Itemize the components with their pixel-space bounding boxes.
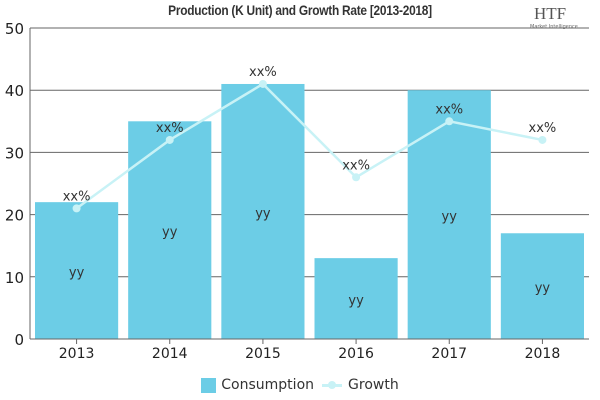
growth-data-label: xx% (435, 102, 463, 117)
bar-2016 (314, 258, 398, 339)
htf-logo: HTF Market Intelligence (530, 2, 590, 32)
legend-label-consumption: Consumption (221, 377, 315, 393)
bar-data-label: yy (442, 210, 458, 225)
bar-2017 (407, 90, 491, 339)
growth-data-label: xx% (529, 121, 557, 136)
growth-data-label: xx% (156, 121, 184, 136)
legend: Consumption Growth (0, 377, 600, 393)
bar-data-label: yy (69, 266, 85, 281)
plot-area: 0 10 20 30 40 50 yy 2013 yy 2014 yy 2015 yy 2016 yy 201… (5, 20, 589, 362)
bar-2013 (35, 202, 119, 339)
growth-point-2013 (72, 204, 81, 213)
growth-point-2018 (538, 135, 547, 144)
x-tick-label: 2013 (59, 346, 95, 362)
bar-2015 (221, 83, 305, 339)
y-tick-label: 10 (5, 269, 24, 287)
growth-line (75, 82, 543, 210)
growth-point-2014 (165, 135, 174, 144)
legend-item-consumption[interactable]: Consumption (201, 377, 314, 393)
x-tick-label: 2016 (338, 346, 374, 362)
consumption-swatch (201, 377, 217, 393)
growth-point-2016 (352, 173, 361, 182)
x-tick-label: 2018 (525, 346, 561, 362)
y-tick-label: 50 (5, 20, 24, 38)
bar-data-label: yy (255, 206, 271, 221)
growth-data-label: xx% (63, 189, 91, 204)
bar-2014 (128, 121, 212, 339)
growth-point-2015 (258, 79, 267, 88)
bar-data-label: yy (348, 294, 364, 309)
x-tick-label: 2014 (152, 346, 188, 362)
y-tick-label: 20 (5, 207, 24, 225)
legend-item-growth[interactable]: Growth (322, 377, 399, 393)
x-tick-label: 2017 (431, 346, 467, 362)
y-tick-label: 0 (14, 331, 24, 349)
growth-data-label: xx% (342, 158, 370, 173)
y-tick-label: 40 (5, 82, 24, 100)
logo-text: HTF (534, 4, 567, 23)
y-tick-label: 30 (5, 144, 24, 162)
chart-title: Production (K Unit) and Growth Rate [201… (168, 2, 432, 18)
growth-swatch (322, 380, 343, 389)
bar-data-label: yy (162, 225, 178, 240)
logo-subtitle: Market Intelligence (530, 24, 578, 30)
x-tick-label: 2015 (245, 346, 281, 362)
bar-data-label: yy (535, 281, 551, 296)
bar-2018 (500, 233, 584, 339)
legend-label-growth: Growth (348, 377, 399, 393)
growth-point-2017 (445, 117, 454, 126)
growth-data-label: xx% (249, 65, 277, 80)
